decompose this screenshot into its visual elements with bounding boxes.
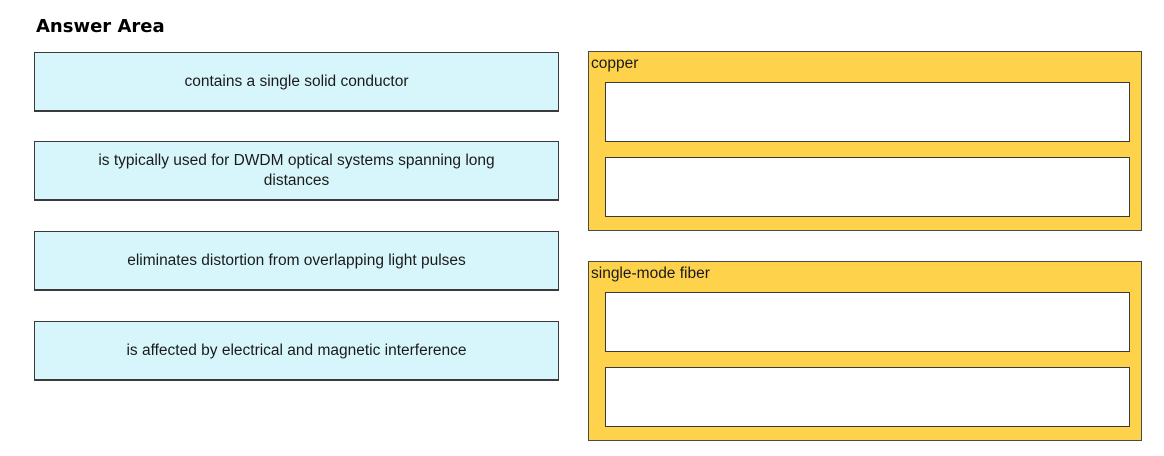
answer-area-title: Answer Area [36,16,165,37]
category-single-mode-fiber-label: single-mode fiber [591,265,710,282]
category-copper: copper [588,51,1142,231]
copper-drop-slot-2[interactable] [605,157,1130,217]
category-single-mode-fiber: single-mode fiber [588,261,1142,441]
answer-item-electrical-magnetic-interference[interactable]: is affected by electrical and magnetic i… [34,321,559,381]
copper-drop-slot-1[interactable] [605,82,1130,142]
answer-item-single-solid-conductor[interactable]: contains a single solid conductor [34,52,559,112]
answer-item-dwdm-long-distances[interactable]: is typically used for DWDM optical syste… [34,141,559,201]
category-copper-label: copper [591,55,639,72]
single-mode-fiber-drop-slot-1[interactable] [605,292,1130,352]
answer-item-eliminates-distortion[interactable]: eliminates distortion from overlapping l… [34,231,559,291]
single-mode-fiber-drop-slot-2[interactable] [605,367,1130,427]
